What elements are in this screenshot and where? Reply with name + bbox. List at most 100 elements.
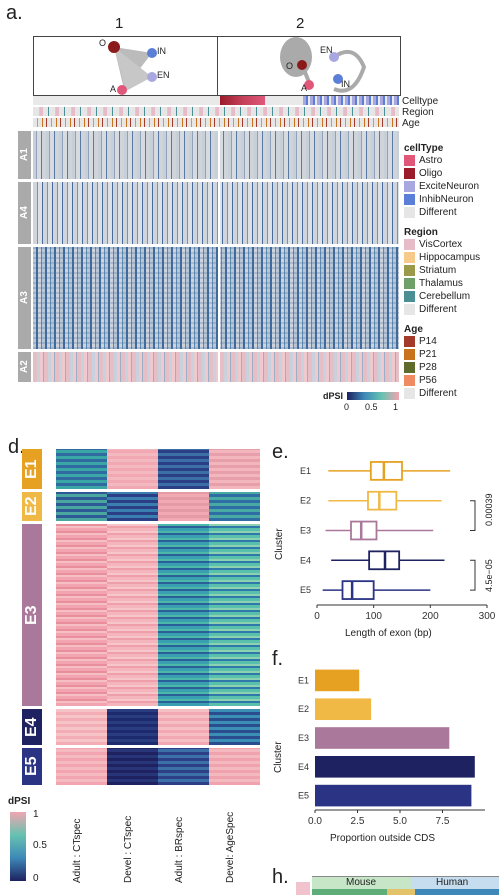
legend-age-title: Age (404, 324, 423, 335)
x-tick-label: 0 (314, 611, 320, 622)
net2-node-a (304, 80, 314, 90)
annotation-row-region: Region (402, 107, 434, 118)
panel-h-swatch (296, 882, 310, 895)
net2-loop (280, 37, 312, 77)
legend-item: Astro (404, 154, 499, 167)
legend-swatch (404, 375, 415, 386)
region-annotation (33, 107, 399, 116)
legend-swatch (404, 194, 415, 205)
heatmap-d (56, 449, 260, 785)
category-label: E3 (298, 733, 309, 743)
x-tick-label: 5.0 (393, 816, 407, 827)
legend-label: Hippocampus (419, 252, 481, 263)
category-label: E4 (298, 762, 309, 772)
heatmap-a (33, 131, 399, 382)
legend-item: P56 (404, 374, 499, 387)
legend-region-title: Region (404, 227, 438, 238)
panel-a-letter: a. (6, 2, 23, 24)
annotation-row-celltype: Celltype (402, 96, 439, 107)
net2-label-in: IN (341, 79, 350, 89)
box (367, 490, 398, 511)
chart-e-xlabel: Length of exon (bp) (345, 628, 432, 639)
legend-swatch (404, 265, 415, 276)
colorbar-a-tick: 0.5 (365, 402, 378, 412)
chart-f-ylabel: Cluster (273, 741, 284, 773)
legend-label: P14 (419, 336, 437, 347)
colorbar-d-title: dPSI (8, 796, 31, 807)
net1-node-o (108, 41, 120, 53)
legend-swatch (404, 239, 415, 250)
legend-label: Different (419, 304, 457, 315)
celltype-annotation (33, 96, 399, 105)
annotation-bars (33, 96, 399, 129)
net2-node-en (329, 52, 339, 62)
legend-label: InhibNeuron (419, 194, 474, 205)
net1-label-o: O (99, 38, 107, 48)
cluster-tab-e3: E3 (22, 524, 42, 706)
category-label: E1 (300, 466, 311, 476)
x-tick-label: 0.0 (308, 816, 322, 827)
age-annotation (33, 118, 399, 127)
panel-h-label-human: Human (436, 877, 469, 888)
legend-swatch (404, 207, 415, 218)
panel-f-letter: f. (272, 648, 284, 670)
legend-swatch (404, 349, 415, 360)
legend-label: VisCortex (419, 239, 463, 250)
panel-h-letter: h. (272, 866, 289, 888)
legend-label: P28 (419, 362, 437, 373)
cluster-tab-a1: A1 (18, 131, 31, 179)
panel-h-strip (312, 889, 499, 895)
significance-bracket (470, 559, 476, 591)
legend-item: P14 (404, 335, 499, 348)
legend-swatch (404, 252, 415, 263)
chart-f-xlabel: Proportion outside CDS (330, 833, 436, 844)
colorbar-a-tick: 0 (344, 402, 350, 412)
box (341, 580, 375, 600)
legend-item: P28 (404, 361, 499, 374)
legend-swatch (404, 388, 415, 399)
legend-label: Striatum (419, 265, 457, 276)
network-graphs (108, 37, 367, 95)
legend-item: Different (404, 387, 499, 400)
network-1 (108, 41, 157, 95)
legend-item: P21 (404, 348, 499, 361)
panel-e-letter: e. (272, 441, 289, 463)
column-label: Devel : CTspec (123, 815, 134, 883)
bar-chart-f: 0.0 2.5 5.0 7.5 E1 E2 E3 E4 E5 (298, 669, 485, 827)
legend-item: Hippocampus (404, 251, 499, 264)
x-tick-label: 200 (422, 611, 439, 622)
legend-swatch (404, 278, 415, 289)
legend-item: ExciteNeuron (404, 180, 499, 193)
net2-node-o (297, 60, 307, 70)
box-chart-e: 0 100 200 300 E1 E2 E3 E4 E5 (300, 461, 496, 622)
cluster-tab-e1: E1 (22, 449, 42, 489)
net1-label-en: EN (157, 70, 170, 80)
legend-swatch (404, 181, 415, 192)
legend-label: Different (419, 388, 457, 399)
colorbar-a-tick: 1 (393, 402, 399, 412)
category-label: E2 (298, 704, 309, 714)
bar (315, 756, 475, 778)
x-tick-label: 300 (479, 611, 496, 622)
box (350, 520, 378, 541)
network-1-label: 1 (115, 15, 124, 32)
category-label: E2 (300, 496, 311, 506)
panel-d-letter: d. (8, 436, 25, 458)
legend-item: VisCortex (404, 238, 499, 251)
panel-h-label-mouse: Mouse (346, 877, 377, 888)
category-label: E3 (300, 526, 311, 536)
net2-node-in (333, 74, 343, 84)
net2-edge (332, 49, 367, 93)
legend-label: Oligo (419, 168, 443, 179)
legend-celltype-title: cellType (404, 143, 444, 154)
network-panel (33, 36, 401, 96)
pvalue-label: 0.00039 (484, 493, 494, 526)
legend-item: Cerebellum (404, 290, 499, 303)
cluster-tab-a3: A3 (18, 247, 31, 349)
bar (315, 784, 472, 807)
legend-swatch (404, 336, 415, 347)
column-label: Adult : BRspec (174, 816, 185, 883)
x-tick-label: 7.5 (436, 816, 450, 827)
box (369, 461, 403, 481)
cluster-tab-e2: E2 (22, 492, 42, 521)
